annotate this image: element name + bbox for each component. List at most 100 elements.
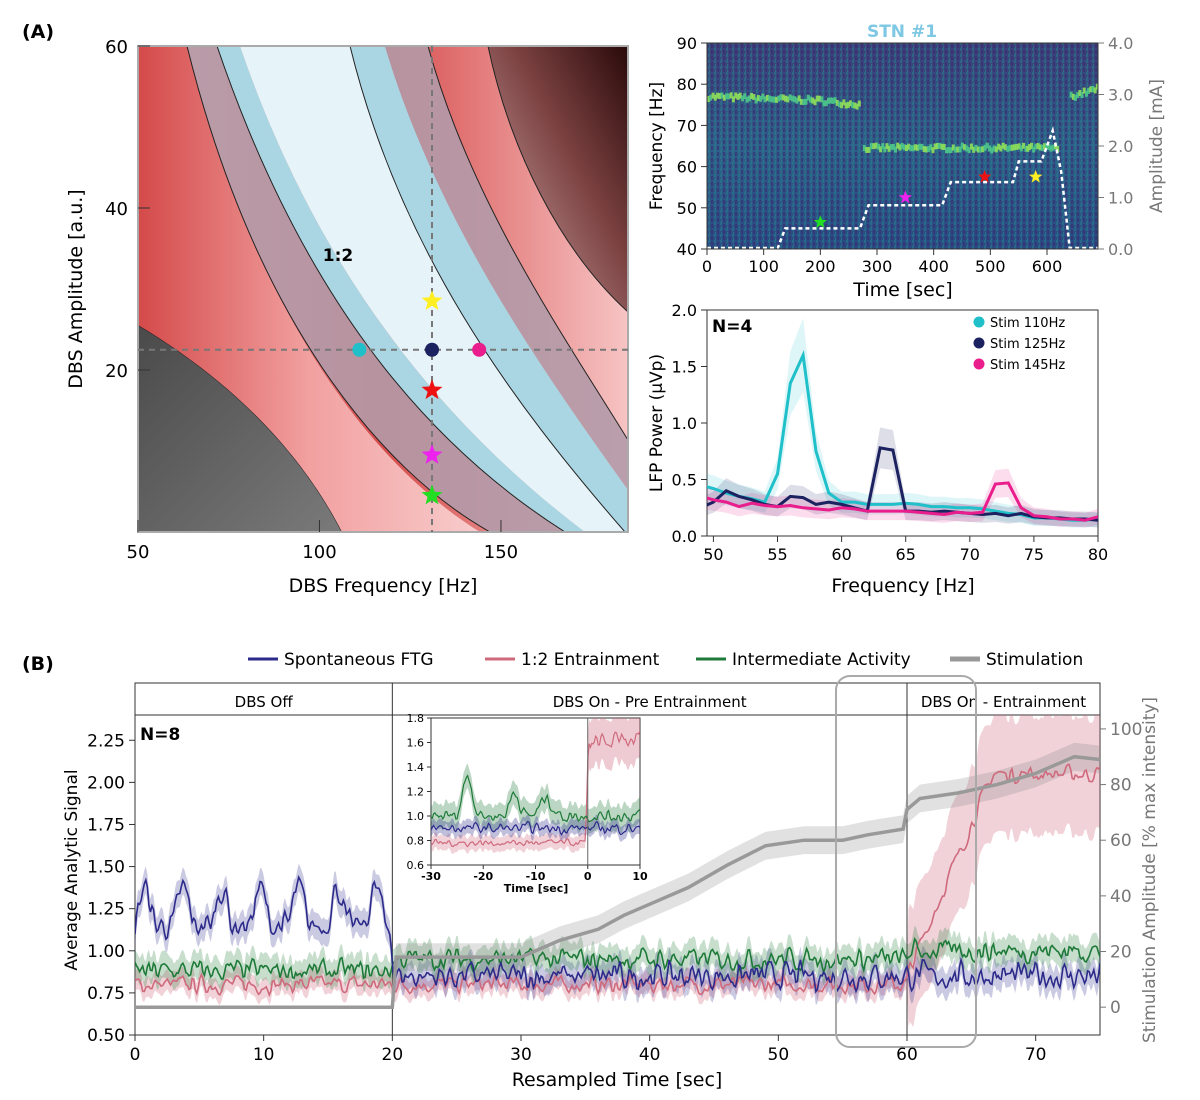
spectrogram-ridge-cell bbox=[754, 97, 758, 104]
spectrogram-ridge-cell bbox=[938, 142, 942, 149]
map-region-corner bbox=[487, 46, 628, 313]
spectrogram-ridge-cell bbox=[716, 92, 720, 99]
spectrogram-ytick-label: 70 bbox=[677, 116, 697, 135]
spectrogram-ridge-cell bbox=[713, 94, 717, 101]
map-band-gray-left bbox=[187, 46, 565, 532]
spectrogram-ridge-cell bbox=[872, 143, 876, 150]
spectrogram-xtick-label: 200 bbox=[805, 257, 836, 276]
section-label: DBS Off bbox=[235, 693, 294, 711]
line-entrainment bbox=[135, 763, 1100, 998]
timecourse-ytick-label: 2.25 bbox=[87, 731, 125, 751]
timecourse-ytick-label: 1.50 bbox=[87, 858, 125, 878]
spectrogram-ridge-cell bbox=[736, 93, 740, 100]
spectrogram-ridge-cell bbox=[885, 143, 889, 150]
inset-xtick-label: 0 bbox=[584, 870, 592, 883]
spectrogram-ridge-cell bbox=[935, 143, 939, 150]
map-xtick-label: 50 bbox=[127, 542, 150, 563]
inset-ytick-label: 1.6 bbox=[407, 737, 425, 750]
spectrogram-star-green bbox=[813, 215, 827, 228]
timecourse-ytick-label: 2.00 bbox=[87, 773, 125, 793]
timecourse-annotation: N=8 bbox=[140, 725, 180, 745]
spectrogram-ridge-cell bbox=[777, 95, 781, 102]
lfp-legend-marker bbox=[973, 316, 985, 328]
spectrogram-ridge-cell bbox=[1030, 142, 1033, 149]
timecourse-chart: Spontaneous FTG 1:2 Entrainment Intermedia… bbox=[62, 650, 1160, 1091]
spectrogram-ridge-cell bbox=[891, 143, 895, 150]
spectrogram-ridge-cell bbox=[802, 99, 806, 106]
spectrogram-ridge-cell bbox=[1010, 144, 1014, 151]
lfp-xtick-label: 80 bbox=[1088, 545, 1108, 564]
spectrogram-ridge-cell bbox=[818, 95, 822, 102]
spectrogram-ridge-cell bbox=[1032, 146, 1036, 153]
inset-ytick-label: 0.8 bbox=[407, 835, 425, 848]
inset-xlabel: Time [sec] bbox=[504, 882, 569, 895]
spectrogram-ridge-cell bbox=[1074, 94, 1078, 101]
spectrogram-ridge-cell bbox=[815, 95, 819, 102]
spectrogram-ridge-cell bbox=[922, 146, 926, 153]
spectrogram-ridge-cell bbox=[889, 143, 893, 150]
map-star-green bbox=[421, 484, 443, 505]
spectrogram-xlabel: Time [sec] bbox=[852, 279, 952, 301]
spectrogram-ridge-cell bbox=[1087, 87, 1091, 94]
timecourse-ytick-label: 1.75 bbox=[87, 815, 125, 835]
lfp-xtick-label: 75 bbox=[1024, 545, 1044, 564]
map-xlabel: DBS Frequency [Hz] bbox=[289, 575, 478, 597]
spectrogram-ridge-cell bbox=[969, 143, 973, 150]
spectrogram-ridge-cell bbox=[840, 102, 844, 109]
spectrogram-ridge-cell bbox=[1080, 92, 1084, 99]
spectrogram-ridge-cell bbox=[707, 96, 710, 103]
spectrogram-ridge-cell bbox=[1008, 145, 1012, 152]
spectrogram-ridge-cell bbox=[1034, 143, 1038, 150]
spectrogram-ridge-cell bbox=[790, 95, 794, 102]
spectrogram-xtick-label: 100 bbox=[748, 257, 779, 276]
map-star-magenta bbox=[421, 444, 443, 464]
timecourse-ylabel-right-text: Stimulation Amplitude [% max intensity] bbox=[1140, 697, 1160, 1043]
spectrogram-ridge-cell bbox=[931, 147, 935, 154]
lfp-legend-label: Stim 125Hz bbox=[990, 337, 1065, 352]
spectrogram-ridge-cell bbox=[747, 95, 751, 102]
inset-band-entrainment bbox=[587, 718, 640, 785]
highlight-box bbox=[835, 675, 977, 1048]
spectrogram-ridge-cell bbox=[1089, 86, 1093, 93]
inset-line-intermediate bbox=[431, 774, 640, 823]
spectrogram-ridge-cell bbox=[743, 93, 747, 100]
spectrogram-ridge-cell bbox=[846, 101, 850, 108]
lfp-ytick-label: 0.0 bbox=[672, 527, 697, 546]
section-label: DBS On - Entrainment bbox=[921, 693, 1086, 711]
spectrogram-ridge-cell bbox=[1013, 144, 1016, 151]
lfp-legend-label: Stim 110Hz bbox=[990, 316, 1065, 331]
map-band-gray-right bbox=[385, 46, 628, 490]
spectrogram-ridge-cell bbox=[960, 142, 964, 149]
spectrogram-ridge-cell bbox=[797, 95, 801, 102]
spectrogram-ridge-cell bbox=[1003, 144, 1007, 151]
timecourse-ytick-label: 1.00 bbox=[87, 942, 125, 962]
spectrogram-ridge-cell bbox=[768, 95, 772, 102]
spectrogram-ridge-cell bbox=[822, 100, 826, 107]
spectrogram-ridge-cell bbox=[734, 92, 738, 99]
spectrogram-ridge-cell bbox=[1069, 91, 1073, 98]
spectrogram-chart: STN #1 0 100 200 300 400 500 600 40 50 60 70 80 90 0.… bbox=[647, 22, 1167, 301]
spectrogram-ridge-cell bbox=[881, 143, 885, 150]
spectrogram-ridge-cell bbox=[820, 96, 824, 103]
lfp-band-stim-125hz bbox=[707, 427, 1098, 528]
inset-xtick-label: 10 bbox=[632, 870, 648, 883]
map-ytick-label: 20 bbox=[105, 361, 128, 382]
spectrogram-ridge-cell bbox=[759, 95, 763, 102]
lfp-ytick-label: 0.5 bbox=[672, 471, 697, 490]
spectrogram-ridge-cell bbox=[1017, 143, 1021, 150]
spectrogram-ridge-cell bbox=[981, 146, 985, 153]
spectrogram-ridge-cell bbox=[709, 94, 713, 101]
spectrogram-ytick-right-label: 0.0 bbox=[1108, 240, 1133, 259]
lfp-legend-marker bbox=[973, 358, 985, 370]
timecourse-ytick-right-label: 40 bbox=[1110, 887, 1132, 907]
spectrogram-ridge-cell bbox=[924, 146, 928, 153]
spectrogram-ridge-cell bbox=[711, 92, 715, 99]
inset-ytick-label: 1.2 bbox=[407, 786, 425, 799]
timecourse-ytick-label: 1.25 bbox=[87, 900, 125, 920]
timecourse-xtick-label: 30 bbox=[510, 1045, 532, 1065]
map-dot-110hz bbox=[352, 342, 367, 357]
spectrogram-ridge-cell bbox=[813, 99, 817, 106]
map-dot-145hz bbox=[472, 342, 487, 357]
spectrogram-ridge-cell bbox=[920, 143, 924, 150]
